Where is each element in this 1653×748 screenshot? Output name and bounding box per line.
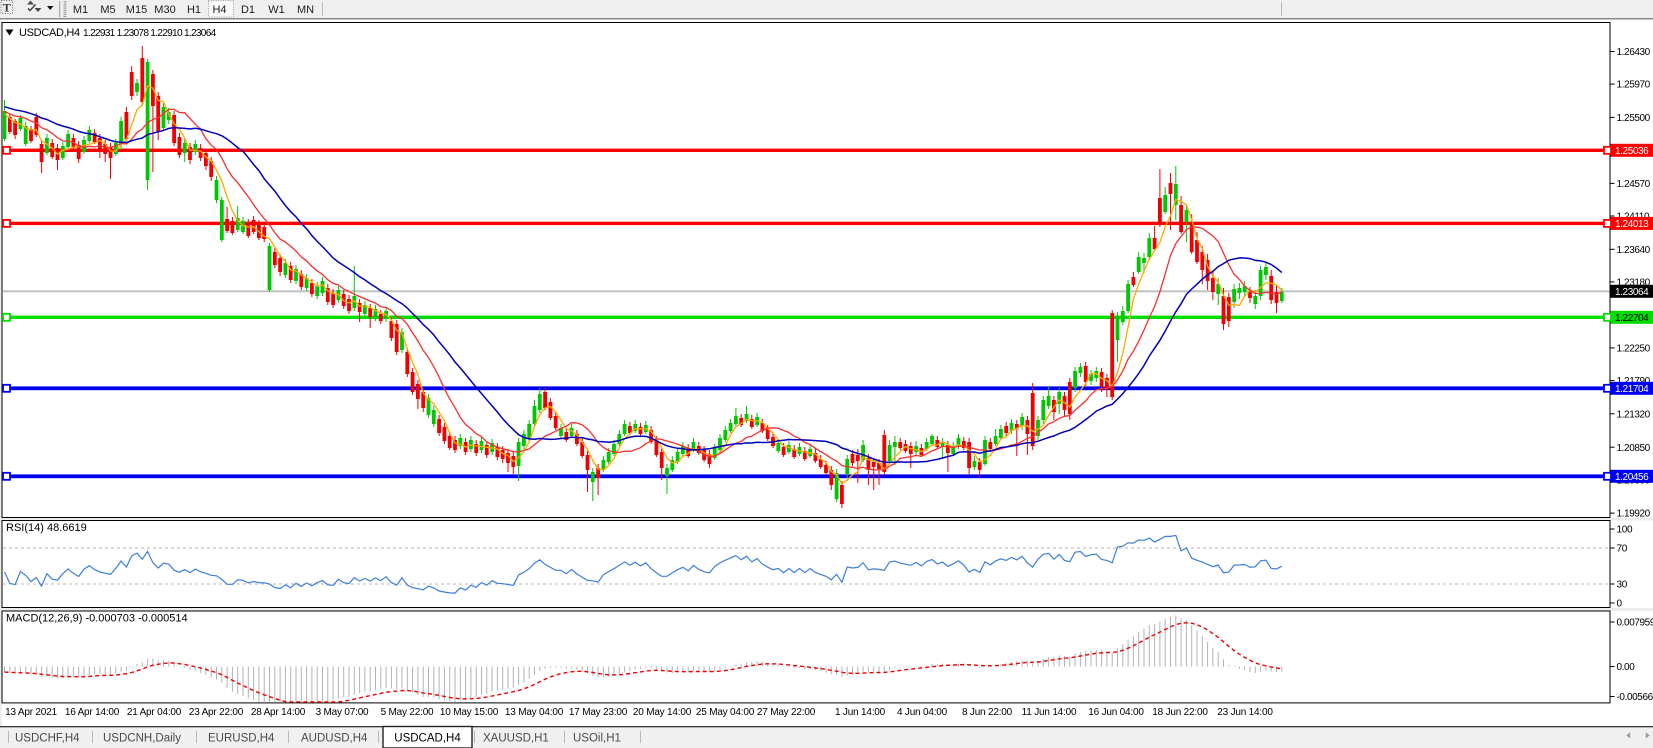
svg-text:1.24013: 1.24013 (1615, 219, 1649, 230)
svg-text:20 May 14:00: 20 May 14:00 (633, 707, 692, 718)
svg-text:1 Jun 14:00: 1 Jun 14:00 (835, 707, 886, 718)
svg-text:27 May 22:00: 27 May 22:00 (757, 707, 816, 718)
svg-text:USDCNH,Daily: USDCNH,Daily (103, 733, 181, 745)
svg-text:USDCAD,H4: USDCAD,H4 (394, 733, 461, 745)
svg-text:1.23640: 1.23640 (1617, 245, 1651, 256)
svg-text:1.22931 1.23078 1.22910 1.2306: 1.22931 1.23078 1.22910 1.23064 (83, 28, 217, 39)
svg-text:25 May 04:00: 25 May 04:00 (696, 707, 755, 718)
svg-text:13 May 04:00: 13 May 04:00 (505, 707, 564, 718)
svg-text:5 May 22:00: 5 May 22:00 (381, 707, 434, 718)
svg-text:MN: MN (297, 4, 314, 16)
svg-text:0: 0 (1617, 599, 1623, 610)
svg-text:1.26430: 1.26430 (1617, 47, 1651, 58)
svg-text:10 May 15:00: 10 May 15:00 (440, 707, 499, 718)
svg-text:23 Apr 22:00: 23 Apr 22:00 (189, 707, 244, 718)
svg-text:EURUSD,H4: EURUSD,H4 (208, 733, 275, 745)
svg-text:1.20850: 1.20850 (1617, 443, 1651, 454)
svg-text:1.21320: 1.21320 (1617, 409, 1651, 420)
svg-text:M15: M15 (126, 4, 147, 16)
svg-text:1.23064: 1.23064 (1615, 287, 1649, 298)
svg-text:USOil,H1: USOil,H1 (573, 733, 621, 745)
svg-text:4 Jun 04:00: 4 Jun 04:00 (897, 707, 948, 718)
svg-text:1.20456: 1.20456 (1615, 472, 1649, 483)
svg-text:M30: M30 (154, 4, 175, 16)
svg-text:18 Jun 22:00: 18 Jun 22:00 (1152, 707, 1208, 718)
svg-text:RSI(14) 48.6619: RSI(14) 48.6619 (6, 522, 87, 534)
svg-text:30: 30 (1617, 580, 1628, 591)
svg-text:70: 70 (1617, 544, 1628, 555)
svg-text:17 May 23:00: 17 May 23:00 (569, 707, 628, 718)
svg-text:D1: D1 (241, 4, 255, 16)
svg-text:-0.005663: -0.005663 (1617, 692, 1653, 703)
svg-text:1.22250: 1.22250 (1617, 344, 1651, 355)
svg-text:1.25500: 1.25500 (1617, 113, 1651, 124)
svg-text:1.23180: 1.23180 (1617, 278, 1651, 289)
svg-text:1.24570: 1.24570 (1617, 179, 1651, 190)
svg-text:M1: M1 (73, 4, 88, 16)
svg-text:1.25036: 1.25036 (1615, 146, 1649, 157)
svg-text:MACD(12,26,9) -0.000703 -0.000: MACD(12,26,9) -0.000703 -0.000514 (6, 613, 188, 625)
svg-text:1.22704: 1.22704 (1615, 313, 1649, 324)
svg-text:0.007959: 0.007959 (1617, 618, 1653, 629)
svg-text:16 Jun 04:00: 16 Jun 04:00 (1088, 707, 1144, 718)
svg-text:28 Apr 14:00: 28 Apr 14:00 (251, 707, 306, 718)
svg-text:XAUUSD,H1: XAUUSD,H1 (483, 733, 549, 745)
svg-text:1.21704: 1.21704 (1615, 384, 1649, 395)
svg-text:1.21790: 1.21790 (1617, 376, 1651, 387)
svg-text:0.00: 0.00 (1617, 662, 1636, 673)
svg-text:23 Jun 14:00: 23 Jun 14:00 (1217, 707, 1273, 718)
svg-text:8 Jun 22:00: 8 Jun 22:00 (962, 707, 1013, 718)
svg-text:AUDUSD,H4: AUDUSD,H4 (301, 733, 368, 745)
svg-text:M5: M5 (100, 4, 115, 16)
svg-text:1.19920: 1.19920 (1617, 509, 1651, 520)
svg-text:100: 100 (1617, 525, 1634, 536)
svg-text:USDCHF,H4: USDCHF,H4 (15, 733, 80, 745)
svg-text:W1: W1 (268, 4, 285, 16)
svg-text:21 Apr 04:00: 21 Apr 04:00 (127, 707, 182, 718)
svg-text:13 Apr 2021: 13 Apr 2021 (5, 707, 57, 718)
svg-text:3 May 07:00: 3 May 07:00 (316, 707, 369, 718)
svg-text:11 Jun 14:00: 11 Jun 14:00 (1022, 707, 1077, 718)
svg-text:T: T (3, 1, 11, 15)
svg-text:1.25970: 1.25970 (1617, 80, 1651, 91)
svg-text:H4: H4 (212, 4, 226, 16)
svg-text:H1: H1 (187, 4, 201, 16)
svg-text:USDCAD,H4: USDCAD,H4 (19, 27, 80, 39)
svg-text:16 Apr 14:00: 16 Apr 14:00 (65, 707, 120, 718)
